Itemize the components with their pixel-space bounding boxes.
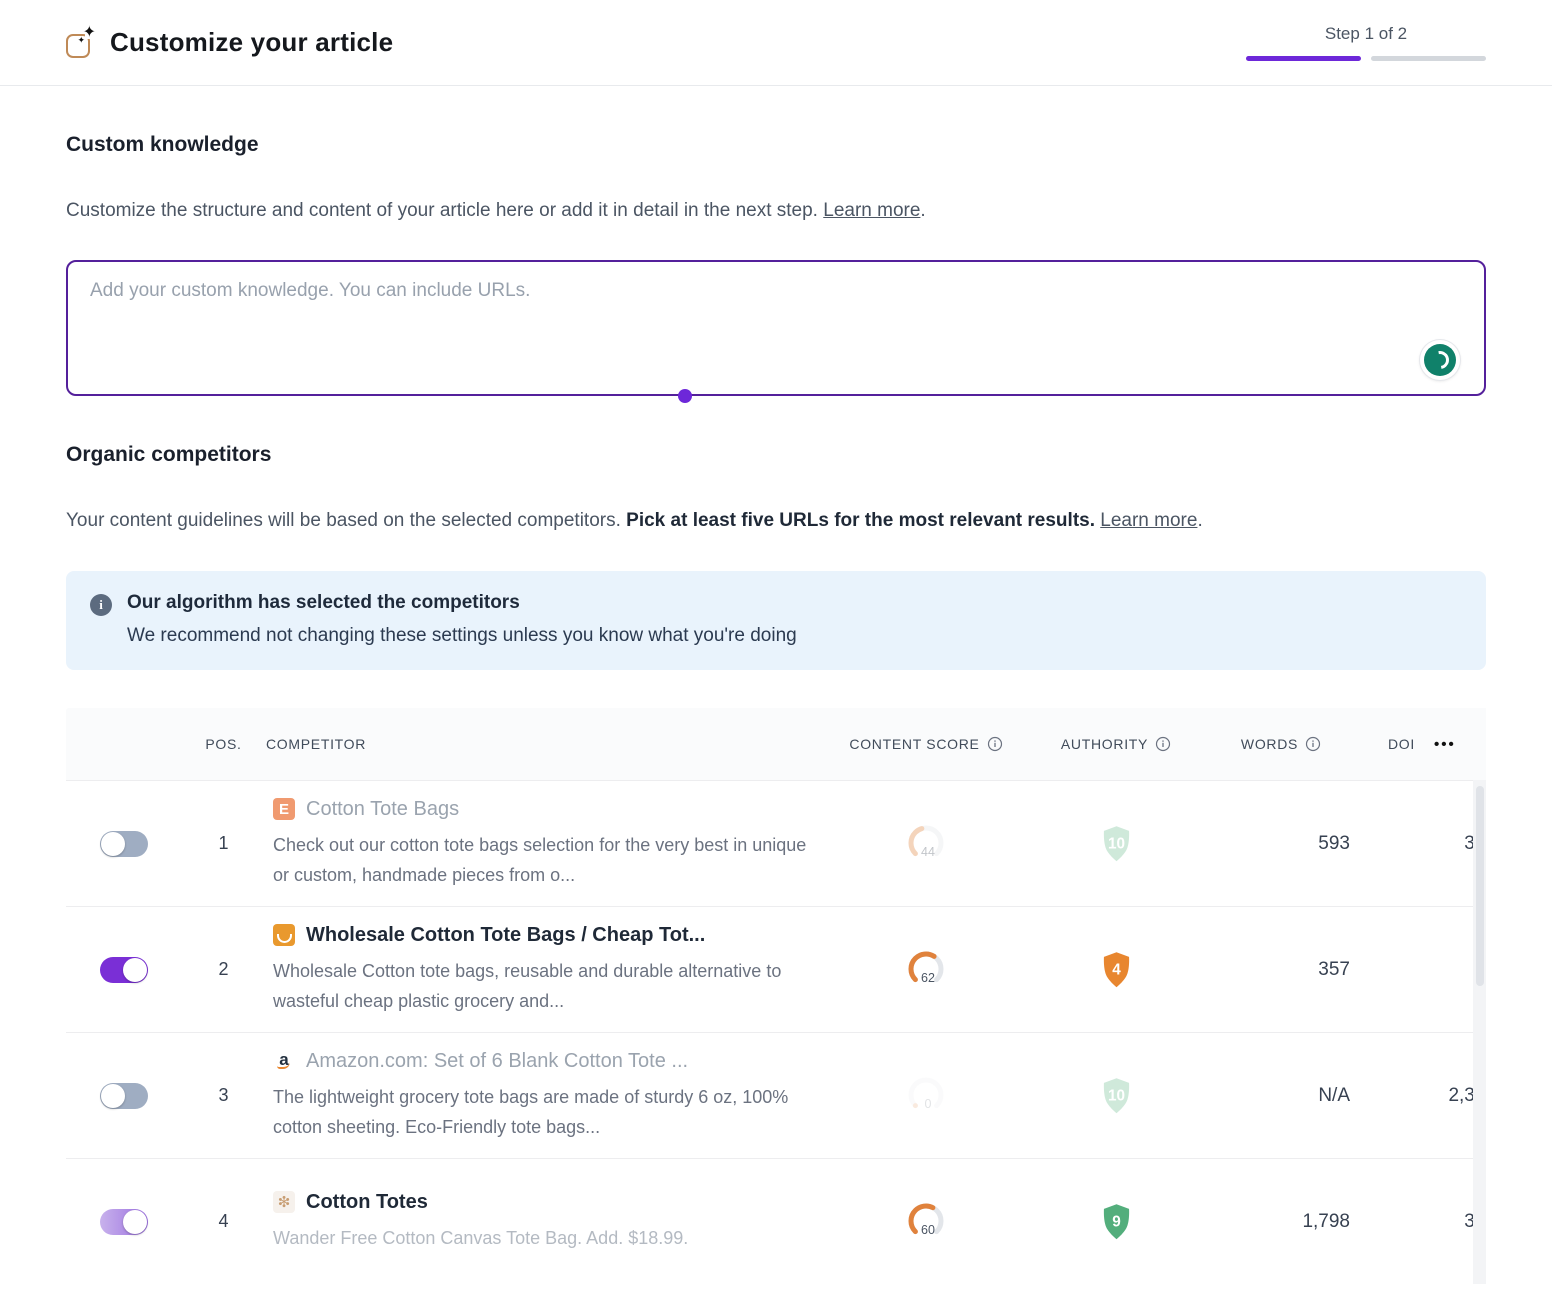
authority-shield: 10 [1103, 825, 1129, 861]
authority-shield: 10 [1103, 1077, 1129, 1113]
table-body: 1 Cotton Tote Bags Check out our cotton … [66, 780, 1486, 1284]
etsy-favicon [273, 798, 295, 820]
organic-competitors-description: Your content guidelines will be based on… [66, 503, 1486, 539]
step-indicator: Step 1 of 2 [1246, 24, 1486, 61]
svg-text:60: 60 [921, 1223, 935, 1237]
shopping-bag-favicon [273, 924, 295, 946]
row-position: 2 [218, 959, 229, 979]
svg-text:10: 10 [1107, 1087, 1124, 1104]
competitor-description: Wholesale Cotton tote bags, reusable and… [273, 960, 782, 1011]
custom-knowledge-learn-more-link[interactable]: Learn more [823, 200, 921, 221]
custom-knowledge-input[interactable] [66, 260, 1486, 396]
words-value: 1,798 [1302, 1210, 1350, 1232]
doi-value: 397 [1356, 833, 1486, 855]
row-toggle[interactable] [99, 830, 148, 857]
ai-assistant-button[interactable] [1420, 340, 1460, 380]
step-progress-next [1371, 56, 1486, 61]
content-score-column-header: CONTENT SCORE [826, 736, 1026, 752]
row-toggle[interactable] [99, 1208, 148, 1235]
amazon-favicon [273, 1050, 295, 1072]
table-header-row: POS. COMPETITOR CONTENT SCORE AUTHORITY … [66, 708, 1486, 780]
competitor-title[interactable]: Cotton Tote Bags [306, 797, 460, 820]
banner-subtitle: We recommend not changing these settings… [127, 625, 797, 646]
competitor-title[interactable]: Wholesale Cotton Tote Bags / Cheap Tot..… [306, 923, 706, 946]
svg-text:9: 9 [1112, 1213, 1121, 1230]
organic-competitors-description-bold: Pick at least five URLs for the most rel… [626, 510, 1101, 531]
content-score-label: CONTENT SCORE [849, 736, 980, 752]
svg-text:44: 44 [921, 845, 935, 859]
customize-sparkle-icon: ✦ ✦ [66, 23, 100, 58]
custom-knowledge-input-wrap [66, 260, 1486, 403]
authority-shield: 4 [1103, 951, 1129, 987]
period: . [1197, 510, 1203, 531]
words-label: WORDS [1240, 736, 1299, 752]
table-scrollbar-thumb[interactable] [1475, 786, 1484, 986]
custom-knowledge-description-text: Customize the structure and content of y… [66, 200, 824, 221]
words-info-icon[interactable] [1305, 736, 1321, 752]
competitor-description: The lightweight grocery tote bags are ma… [273, 1086, 789, 1137]
words-value: N/A [1318, 1084, 1350, 1106]
row-position: 3 [218, 1085, 229, 1105]
step-label: Step 1 of 2 [1324, 24, 1408, 43]
authority-shield: 9 [1103, 1203, 1129, 1239]
svg-text:10: 10 [1107, 835, 1124, 852]
period: . [920, 200, 926, 221]
competitor-column-header: COMPETITOR [266, 736, 367, 752]
doi-label: DOI [1388, 736, 1415, 752]
table-row[interactable]: 3 Amazon.com: Set of 6 Blank Cotton Tote… [66, 1032, 1486, 1158]
page-header: ✦ ✦ Customize your article Step 1 of 2 [0, 0, 1552, 86]
banner-title: Our algorithm has selected the competito… [127, 592, 520, 613]
row-toggle[interactable] [99, 956, 148, 983]
content-score-gauge: 62 [908, 951, 944, 986]
algorithm-info-banner: i Our algorithm has selected the competi… [66, 571, 1486, 670]
doi-value: 358 [1356, 1211, 1486, 1233]
svg-text:4: 4 [1112, 961, 1121, 978]
table-row[interactable]: 2 Wholesale Cotton Tote Bags / Cheap Tot… [66, 906, 1486, 1032]
svg-text:0: 0 [925, 1097, 932, 1111]
step-progress-current [1246, 56, 1361, 61]
table-row[interactable]: 1 Cotton Tote Bags Check out our cotton … [66, 780, 1486, 906]
competitors-table: POS. COMPETITOR CONTENT SCORE AUTHORITY … [66, 708, 1486, 1284]
organic-competitors-learn-more-link[interactable]: Learn more [1100, 510, 1198, 531]
page-title: Customize your article [110, 27, 394, 57]
organic-competitors-description-text: Your content guidelines will be based on… [66, 510, 627, 531]
content-score-gauge: 60 [908, 1203, 944, 1238]
competitor-title[interactable]: Cotton Totes [306, 1190, 428, 1213]
row-position: 4 [218, 1211, 229, 1231]
custom-knowledge-description: Customize the structure and content of y… [66, 193, 1486, 229]
ai-assistant-icon [1424, 344, 1456, 376]
competitor-description: Check out our cotton tote bags selection… [273, 834, 807, 885]
more-columns-button[interactable]: ••• [1434, 735, 1456, 753]
words-column-header: WORDS [1206, 736, 1356, 752]
competitor-title[interactable]: Amazon.com: Set of 6 Blank Cotton Tote .… [306, 1049, 689, 1072]
table-row[interactable]: 4 Cotton Totes Wander Free Cotton Canvas… [66, 1158, 1486, 1284]
authority-label: AUTHORITY [1060, 736, 1149, 752]
custom-knowledge-heading: Custom knowledge [66, 133, 259, 156]
content-score-gauge: 44 [908, 825, 944, 860]
doi-value: 2,398 [1448, 1084, 1486, 1106]
content-score-gauge: 0 [908, 1077, 944, 1112]
doi-column-header: DOI ••• [1356, 736, 1486, 753]
organic-competitors-heading: Organic competitors [66, 443, 272, 466]
words-value: 593 [1318, 832, 1350, 854]
authority-info-icon[interactable] [1155, 736, 1171, 752]
row-toggle[interactable] [99, 1082, 148, 1109]
selection-handle[interactable] [678, 389, 692, 403]
competitor-description: Wander Free Cotton Canvas Tote Bag. Add.… [273, 1227, 689, 1248]
authority-column-header: AUTHORITY [1026, 736, 1206, 752]
pos-column-header: POS. [205, 736, 242, 752]
flower-favicon [273, 1191, 295, 1213]
words-value: 357 [1318, 958, 1350, 980]
info-icon: i [90, 594, 112, 616]
svg-text:62: 62 [921, 971, 935, 985]
row-position: 1 [218, 833, 229, 853]
table-scrollbar[interactable] [1473, 780, 1486, 1284]
content-score-info-icon[interactable] [987, 736, 1003, 752]
